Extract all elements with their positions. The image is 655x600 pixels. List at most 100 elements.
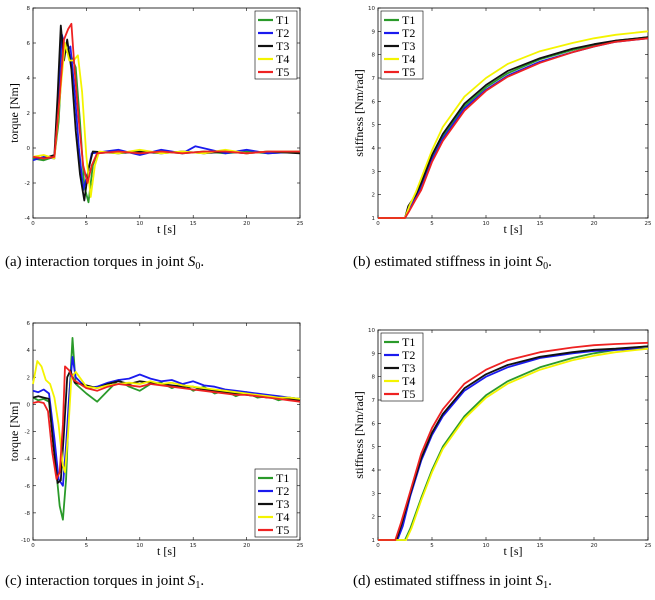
chart-d: 0 5 10 15 20 25 1 2 3 4 5 6 7 8 9 10 t [s] stiffness [Nm/… (352, 328, 652, 591)
series-line-T2 (32, 356, 301, 487)
y-tick-label: -6 (25, 484, 31, 490)
legend-label: T2 (402, 348, 415, 362)
y-tick-label: 5 (372, 445, 376, 451)
x-tick-label: 25 (645, 543, 652, 549)
x-tick-label: 20 (591, 543, 598, 549)
y-tick-label: 4 (372, 146, 376, 152)
x-tick-label: 5 (85, 543, 89, 549)
y-tick-label: 0 (27, 146, 31, 152)
x-tick-label: 10 (136, 221, 143, 227)
legend-label: T3 (276, 497, 289, 511)
caption-period: . (548, 573, 552, 589)
y-tick-label: 2 (27, 375, 31, 381)
caption-symbol: S (188, 254, 196, 270)
caption-text: (c) interaction torques in joint (5, 573, 188, 589)
caption-period: . (200, 573, 204, 589)
legend-label: T2 (276, 484, 289, 498)
y-tick-label: 6 (372, 421, 376, 427)
x-tick-label: 0 (376, 221, 380, 227)
panel-caption: (b) estimated stiffness in joint S0. (353, 254, 552, 272)
x-tick-label: 20 (243, 221, 250, 227)
y-axis-label: torque [Nm] (7, 83, 21, 143)
y-tick-label: 10 (368, 6, 375, 12)
y-tick-label: 2 (372, 515, 376, 521)
y-tick-label: 4 (372, 468, 376, 474)
y-tick-label: 2 (27, 111, 31, 117)
panel-caption: (a) interaction torques in joint S0. (5, 254, 204, 272)
y-tick-label: 3 (372, 491, 376, 497)
x-axis-label: t [s] (504, 544, 523, 558)
y-tick-label: 6 (372, 99, 376, 105)
y-tick-label: 8 (372, 53, 376, 59)
x-tick-label: 25 (297, 543, 304, 549)
y-tick-label: -4 (25, 457, 31, 463)
legend-label: T4 (276, 510, 289, 524)
legend-label: T2 (402, 26, 415, 40)
y-tick-label: 9 (372, 29, 376, 35)
y-tick-label: 6 (27, 321, 31, 327)
x-tick-label: 5 (430, 543, 434, 549)
chart-b: 0 5 10 15 20 25 1 2 3 4 5 6 7 8 9 10 t [s] stiffness [Nm/… (352, 6, 652, 272)
x-axis-label: t [s] (504, 222, 523, 236)
x-tick-label: 20 (243, 543, 250, 549)
legend-label: T5 (276, 523, 289, 537)
legend-box (254, 10, 298, 80)
caption-period: . (548, 254, 552, 270)
legend-label: T2 (276, 26, 289, 40)
x-tick-label: 0 (376, 543, 380, 549)
caption-symbol: S (536, 254, 544, 270)
y-tick-label: 1 (372, 538, 376, 544)
series-line-T4 (378, 30, 649, 219)
x-tick-label: 10 (483, 221, 490, 227)
x-tick-label: 0 (31, 543, 35, 549)
legend-label: T1 (276, 471, 289, 485)
y-tick-label: 7 (372, 398, 376, 404)
x-tick-label: 20 (591, 221, 598, 227)
x-tick-label: 25 (645, 221, 652, 227)
y-axis-label: torque [Nm] (7, 402, 21, 462)
y-tick-label: 9 (372, 351, 376, 357)
caption-symbol: S (188, 573, 196, 589)
y-tick-label: 1 (372, 216, 376, 222)
caption-text: (b) estimated stiffness in joint (353, 254, 536, 270)
series-line-T3 (378, 345, 649, 541)
y-tick-label: -4 (25, 216, 31, 222)
y-tick-label: 4 (27, 348, 31, 354)
legend-label: T1 (276, 13, 289, 27)
caption-subscript: 0 (543, 261, 548, 272)
x-tick-label: 5 (85, 221, 89, 227)
y-tick-label: 6 (27, 41, 31, 47)
x-tick-label: 15 (190, 543, 197, 549)
x-tick-label: 5 (430, 221, 434, 227)
series-line-T1 (378, 345, 649, 541)
y-tick-label: 5 (372, 123, 376, 129)
x-tick-label: 10 (483, 543, 490, 549)
panel-caption: (d) estimated stiffness in joint S1. (353, 573, 552, 591)
legend-label: T3 (276, 39, 289, 53)
y-axis-label: stiffness [Nm/rad] (352, 391, 366, 478)
y-tick-label: -8 (25, 511, 31, 517)
legend-label: T1 (402, 13, 415, 27)
x-axis-label: t [s] (157, 222, 176, 236)
chart-c: 0 5 10 15 20 25 -10 -8 -6 -4 -2 0 2 4 6 t [s] torque [Nm… (5, 321, 304, 591)
legend-label: T4 (402, 374, 415, 388)
y-tick-label: 0 (27, 402, 31, 408)
legend-label: T5 (402, 387, 415, 401)
legend-label: T5 (276, 65, 289, 79)
panel-caption: (c) interaction torques in joint S1. (5, 573, 204, 591)
y-tick-label: 8 (372, 375, 376, 381)
legend-label: T4 (402, 52, 415, 66)
y-tick-label: 2 (372, 193, 376, 199)
y-tick-label: 3 (372, 169, 376, 175)
y-tick-label: -2 (25, 181, 30, 187)
legend-label: T1 (402, 335, 415, 349)
x-tick-label: 15 (190, 221, 197, 227)
x-tick-label: 25 (297, 221, 304, 227)
caption-text: (a) interaction torques in joint (5, 254, 188, 270)
y-tick-label: -10 (21, 538, 30, 544)
y-tick-label: 8 (27, 6, 31, 12)
